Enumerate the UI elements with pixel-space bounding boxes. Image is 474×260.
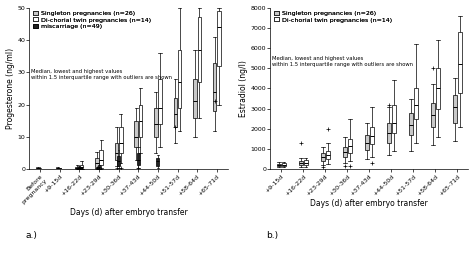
Text: Median, lowest and highest values
within 1.5 interquartile range with outliers a: Median, lowest and highest values within…	[31, 69, 173, 80]
Bar	[119, 127, 123, 153]
Bar	[154, 108, 157, 137]
Legend: Singleton pregnancies (n=26), Di-chorial twin pregnancies (n=14), miscarriage (n: Singleton pregnancies (n=26), Di-chorial…	[33, 11, 151, 29]
Bar	[137, 153, 140, 165]
X-axis label: Days (d) after embryo transfer: Days (d) after embryo transfer	[310, 199, 428, 208]
Bar	[343, 147, 347, 157]
Bar	[282, 163, 286, 166]
Bar	[117, 157, 120, 166]
Bar	[458, 32, 462, 93]
Bar	[436, 68, 440, 109]
Bar	[78, 167, 81, 169]
Text: Median, lowest and highest values
within 1.5 interquartile range with outliers a: Median, lowest and highest values within…	[272, 56, 413, 67]
Bar	[178, 50, 182, 108]
Bar	[414, 88, 418, 119]
Bar	[299, 161, 303, 165]
Bar	[173, 98, 177, 127]
Bar	[58, 168, 61, 169]
Bar	[409, 113, 413, 135]
Bar	[56, 168, 59, 169]
Bar	[193, 79, 197, 118]
Bar	[370, 127, 374, 144]
Bar	[431, 103, 435, 127]
Bar	[365, 135, 369, 150]
Y-axis label: Estradiol (ng/l): Estradiol (ng/l)	[239, 60, 248, 117]
Bar	[115, 144, 118, 160]
Bar	[304, 160, 308, 165]
Bar	[156, 158, 159, 166]
Bar	[348, 139, 352, 153]
Legend: Singleton pregnancies (n=26), Di-chorial twin pregnancies (n=14): Singleton pregnancies (n=26), Di-chorial…	[273, 11, 392, 23]
Y-axis label: Progesterone (ng/ml): Progesterone (ng/ml)	[6, 48, 15, 129]
Bar	[98, 165, 100, 168]
Bar	[217, 11, 221, 66]
Text: b.): b.)	[266, 231, 278, 240]
Text: a.): a.)	[26, 231, 37, 240]
X-axis label: Days (d) after embryo transfer: Days (d) after embryo transfer	[70, 208, 187, 217]
Bar	[453, 95, 457, 123]
Bar	[95, 158, 99, 167]
Bar	[36, 168, 40, 169]
Bar	[75, 167, 79, 169]
Bar	[387, 123, 391, 143]
Bar	[134, 121, 138, 147]
Bar	[392, 105, 396, 133]
Bar	[213, 63, 217, 111]
Bar	[158, 79, 162, 124]
Bar	[321, 153, 325, 161]
Bar	[139, 105, 142, 137]
Bar	[80, 165, 83, 168]
Bar	[100, 150, 103, 165]
Bar	[277, 164, 281, 166]
Bar	[326, 151, 330, 159]
Bar	[198, 17, 201, 82]
